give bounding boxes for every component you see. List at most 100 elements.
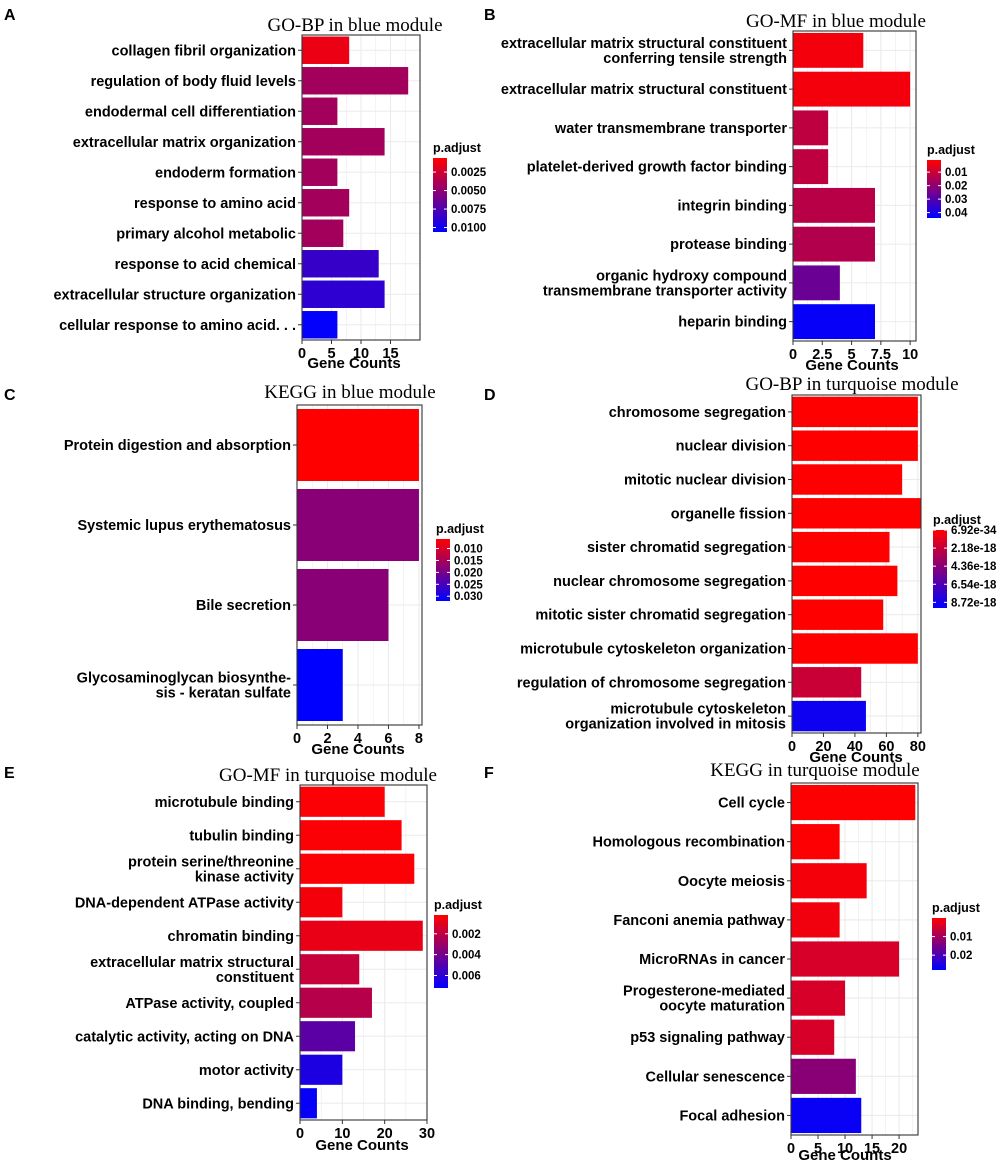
legend-tick-label: 0.006 <box>452 970 481 982</box>
bar <box>302 158 338 186</box>
bar <box>302 280 385 308</box>
category-label: mitotic nuclear division <box>624 473 786 489</box>
bar <box>300 987 372 1018</box>
bar <box>300 1054 343 1085</box>
bar <box>792 633 918 664</box>
bar <box>302 97 338 125</box>
legend-tick-label: 0.020 <box>454 567 483 579</box>
bar <box>297 409 419 481</box>
category-label: protein serine/threonine kinase activity <box>128 854 294 885</box>
chart-d: chromosome segregation nuclear division mi… <box>517 394 997 755</box>
legend-tick-label: 6.92e-34 <box>951 525 997 537</box>
bar <box>793 110 829 146</box>
x-tick-label: 10 <box>353 346 369 362</box>
category-label: DNA binding, bending <box>142 1096 294 1112</box>
legend-colorbar <box>927 160 941 218</box>
category-label: regulation of body fluid levels <box>91 74 296 90</box>
x-tick-label: 30 <box>419 1126 435 1142</box>
chart-c: Protein digestion and absorption Systemic… <box>64 404 485 747</box>
category-label: extracellular matrix structural constitue… <box>90 955 294 986</box>
legend-tick-label: 8.72e-18 <box>951 597 997 609</box>
category-label: catalytic activity, acting on DNA <box>75 1029 294 1045</box>
bar <box>791 824 840 860</box>
legend-title: p.adjust <box>933 513 982 527</box>
bar <box>793 265 840 301</box>
category-label: platelet-derived growth factor binding <box>527 160 787 176</box>
x-tick-label: 0 <box>298 346 306 362</box>
bar <box>793 226 875 262</box>
category-label: response to acid chemical <box>115 257 296 273</box>
category-label: response to amino acid <box>134 196 296 212</box>
category-label: Oocyte meiosis <box>678 874 785 890</box>
category-label: regulation of chromosome segregation <box>517 675 786 691</box>
legend-tick-label: 0.015 <box>454 555 483 567</box>
panel-border <box>296 404 423 726</box>
x-tick-label: 0 <box>293 731 301 747</box>
category-label: p53 signaling pathway <box>630 1030 785 1046</box>
x-axis-title: Gene Counts <box>307 355 400 372</box>
category-label: mitotic sister chromatid segregation <box>535 608 786 624</box>
x-tick-label: 20 <box>377 1126 393 1142</box>
x-tick-label: 0 <box>789 347 797 363</box>
legend-tick-label: 0.0075 <box>451 204 487 216</box>
legend-tick-label: 0.004 <box>452 950 481 962</box>
category-label: protease binding <box>670 237 787 253</box>
category-label: endodermal cell differentiation <box>85 104 296 120</box>
x-tick-label: 4 <box>354 731 362 747</box>
panel-border <box>791 394 922 734</box>
panel-border <box>299 784 428 1121</box>
bar <box>791 980 846 1016</box>
category-label: chromatin binding <box>168 929 294 945</box>
legend-tick-label: 0.0050 <box>451 186 486 198</box>
panel-c: C KEGG in blue module Protein digestion … <box>4 382 485 758</box>
legend-colorbar <box>932 918 946 970</box>
category-label: endoderm formation <box>155 165 296 181</box>
legend-colorbar <box>434 915 448 988</box>
bar <box>297 649 343 721</box>
bar <box>792 667 862 698</box>
bar <box>300 1021 356 1052</box>
category-label: microtubule cytoskeleton organization <box>520 642 786 658</box>
legend-tick-label: 0.030 <box>454 591 483 603</box>
bar <box>792 498 921 529</box>
bar <box>302 311 338 339</box>
category-label: Focal adhesion <box>679 1108 785 1124</box>
bar <box>791 784 916 821</box>
bar <box>302 250 379 278</box>
x-axis-title: Gene Counts <box>315 1137 408 1154</box>
panel-e: E GO-MF in turquoise module microtubule … <box>4 765 483 1154</box>
panel-letter: F <box>484 765 494 782</box>
legend-tick-label: 4.36e-18 <box>951 561 997 573</box>
category-label: tubulin binding <box>189 828 294 844</box>
x-tick-label: 2 <box>323 731 331 747</box>
category-label: microtubule cytoskeleton organization inv… <box>565 702 786 733</box>
bar <box>297 569 389 641</box>
legend-title: p.adjust <box>436 522 485 536</box>
bar <box>792 599 884 630</box>
panel-title: GO-BP in turquoise module <box>745 374 958 395</box>
chart-e: microtubule binding tubulin binding protei… <box>75 784 483 1142</box>
panel-title: GO-MF in blue module <box>746 11 926 32</box>
panel-letter: E <box>4 765 15 782</box>
bar <box>791 1058 856 1094</box>
bar <box>792 700 866 732</box>
x-tick-label: 20 <box>891 1141 907 1157</box>
legend-tick-label: 0.04 <box>945 208 968 220</box>
bar <box>302 219 344 247</box>
category-label: heparin binding <box>678 315 787 331</box>
panel-f: F KEGG in turquoise module Cell cycle Hom… <box>484 760 981 1164</box>
category-label: cellular response to amino acid. . . <box>59 318 296 334</box>
chart-f: Cell cycle Homologous recombination Oocyte… <box>592 782 981 1157</box>
bar <box>792 396 918 428</box>
panel-d: D GO-BP in turquoise module chromosome s… <box>484 374 997 766</box>
bar <box>792 464 903 495</box>
bar <box>791 1019 835 1055</box>
chart-a: collagen fibril organization regulation o… <box>53 34 487 362</box>
panel-title: KEGG in blue module <box>264 382 436 403</box>
legend-title: p.adjust <box>433 141 482 155</box>
panel-title: GO-MF in turquoise module <box>219 765 437 786</box>
category-label: extracellular matrix structural constitu… <box>501 36 787 67</box>
category-label: collagen fibril organization <box>112 43 297 59</box>
bar <box>793 32 864 68</box>
